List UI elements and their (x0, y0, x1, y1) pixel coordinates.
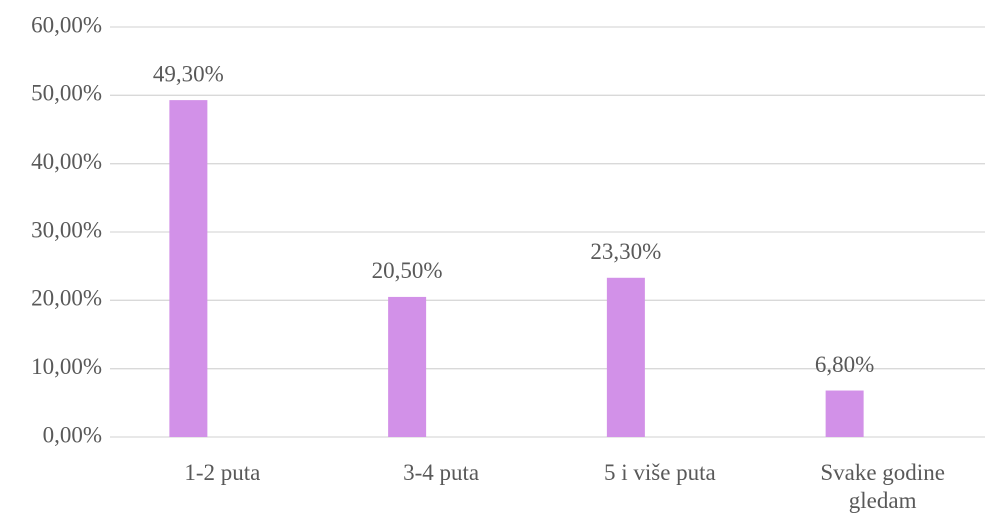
x-tick-label: 1-2 puta (184, 460, 261, 485)
data-label: 20,50% (372, 258, 443, 283)
y-tick-label: 10,00% (31, 354, 102, 379)
bar (606, 277, 645, 437)
y-tick-label: 60,00% (31, 12, 102, 37)
data-label: 49,30% (153, 61, 224, 86)
y-tick-label: 50,00% (31, 81, 102, 106)
bar (825, 390, 864, 437)
y-tick-label: 30,00% (31, 217, 102, 242)
bar (169, 100, 208, 437)
y-tick-label: 20,00% (31, 286, 102, 311)
x-tick-label: Svake godine gledam (820, 460, 945, 513)
bar (388, 296, 427, 437)
data-label: 6,80% (815, 352, 874, 377)
y-tick-label: 0,00% (43, 422, 102, 447)
y-tick-label: 40,00% (31, 149, 102, 174)
x-tick-label: 3-4 puta (403, 460, 480, 485)
x-tick-label: 5 i više puta (603, 460, 716, 485)
data-label: 23,30% (590, 239, 661, 264)
